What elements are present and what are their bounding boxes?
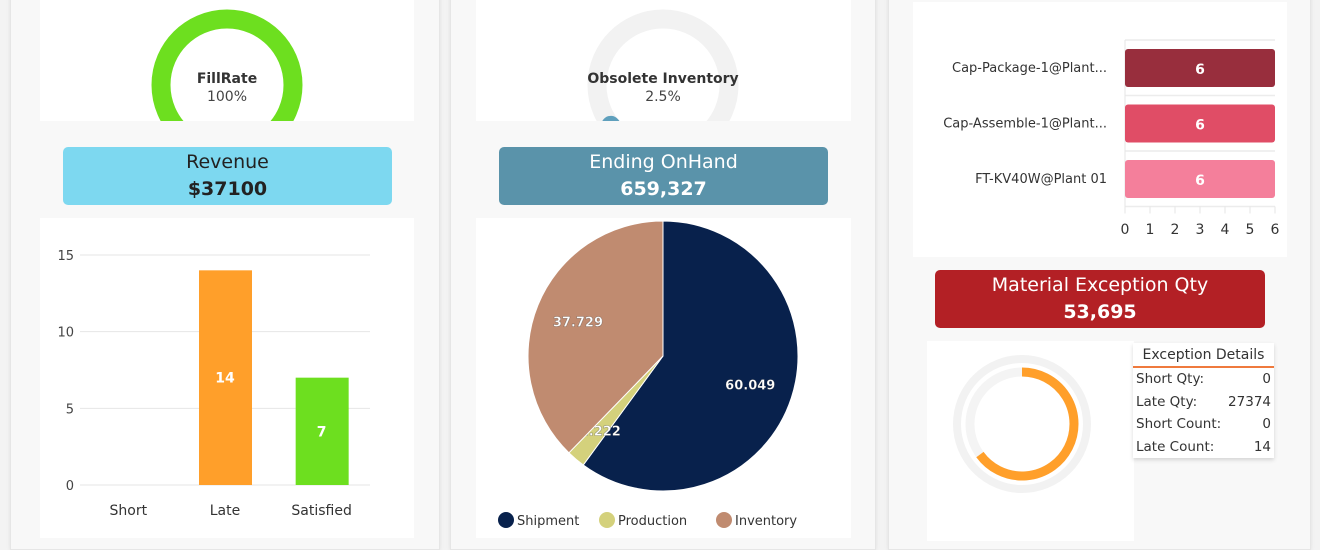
y-tick-label: 0 (66, 479, 74, 494)
x-tick-label: 0 (1121, 222, 1130, 238)
bar (1125, 49, 1275, 87)
y-category-label: Cap-Package-1@Plant... (952, 61, 1107, 76)
legend-marker (599, 512, 615, 528)
exception-ring-track (953, 355, 1091, 493)
x-tick-label: 3 (1196, 222, 1205, 238)
pie-value-label: 37.729 (553, 315, 603, 330)
material-exception-title: Material Exception Qty (991, 274, 1209, 296)
y-category-label: FT-KV40W@Plant 01 (975, 172, 1107, 187)
bar-value-label: 6 (1195, 118, 1205, 134)
y-tick-label: 10 (57, 326, 74, 341)
exception-value: 14 (1253, 438, 1271, 455)
resource-chart-card: 6 Cap-Package-1@Plant... 6 Cap-Assemble-1@P… (913, 2, 1287, 257)
exception-row: Short Qty: 0 (1133, 368, 1274, 391)
x-tick-label: 6 (1271, 222, 1280, 238)
bar (199, 270, 252, 485)
x-tick-label: 4 (1221, 222, 1230, 238)
bar (295, 377, 349, 485)
exception-value: 27374 (1228, 393, 1271, 410)
x-tick-label: Satisfied (291, 503, 351, 519)
exception-ring (953, 355, 1091, 493)
bar (1125, 104, 1275, 143)
exception-label: Late Count: (1136, 438, 1215, 455)
exception-row: Late Count: 14 (1133, 436, 1274, 459)
exception-row: Short Count: 0 (1133, 413, 1274, 436)
exception-label: Short Qty: (1136, 371, 1204, 387)
bar-value-label: 7 (317, 424, 327, 440)
legend-label: Production (618, 514, 687, 529)
legend-marker (498, 512, 514, 528)
bar (1125, 160, 1275, 198)
status-chart-card: 0 5 10 15 Short 14 Late 7 Satisfied (40, 218, 414, 538)
revenue-title: Revenue (186, 151, 269, 173)
x-tick-label: 1 (1146, 222, 1155, 238)
exception-label: Short Count: (1136, 416, 1222, 432)
exception-value: 0 (1262, 416, 1271, 432)
obsolete-label: Obsolete Inventory (587, 71, 738, 87)
exception-details-title: Exception Details (1133, 343, 1274, 368)
bar-value-label: 14 (215, 371, 235, 387)
ending-onhand-title: Ending OnHand (589, 151, 738, 173)
exception-row: Late Qty: 27374 (1133, 391, 1274, 414)
exception-label: Late Qty: (1136, 393, 1198, 410)
y-tick-label: 5 (66, 402, 74, 417)
obsolete-gauge: Obsolete Inventory 2.5% (587, 9, 739, 121)
fillrate-value: 100% (207, 89, 247, 105)
status-bar-chart: 0 5 10 15 Short 14 Late 7 Satisfied (57, 249, 370, 519)
exception-value: 0 (1262, 371, 1271, 387)
y-category-label: Cap-Assemble-1@Plant... (943, 117, 1107, 132)
pie-value-label: 60.049 (725, 379, 775, 394)
fillrate-gauge: FillRate 100% (151, 9, 303, 121)
fillrate-card: FillRate 100% (40, 0, 414, 121)
bar-value-label: 6 (1195, 173, 1205, 189)
bar-value-label: 6 (1195, 62, 1205, 78)
exception-ring-card (927, 341, 1134, 541)
pie-slice (582, 220, 799, 492)
obsolete-track (587, 9, 739, 121)
x-tick-label: 5 (1246, 222, 1255, 238)
legend-marker (716, 512, 732, 528)
ending-onhand-value: 659,327 (620, 178, 707, 200)
x-tick-label: Short (110, 503, 148, 519)
fillrate-arc (151, 9, 303, 121)
resource-bar-chart: 6 Cap-Package-1@Plant... 6 Cap-Assemble-1@P… (943, 39, 1280, 238)
x-tick-label: 2 (1171, 222, 1180, 238)
revenue-value: $37100 (187, 178, 268, 200)
obsolete-card: Obsolete Inventory 2.5% (476, 0, 851, 121)
legend-label: Shipment (517, 514, 579, 529)
legend-label: Inventory (735, 514, 797, 529)
exception-details-panel: Exception Details Short Qty: 0 Late Qty: 2… (1133, 343, 1274, 458)
material-exception-kpi: Material Exception Qty 53,695 (935, 270, 1265, 328)
y-tick-label: 15 (57, 249, 74, 264)
exception-ring-arc (976, 367, 1079, 481)
ending-onhand-kpi: Ending OnHand 659,327 (499, 147, 828, 205)
material-exception-value: 53,695 (1063, 301, 1137, 323)
pie-slice (527, 220, 664, 454)
revenue-kpi: Revenue $37100 (63, 147, 392, 205)
x-tick-label: Late (210, 503, 240, 519)
fillrate-label: FillRate (197, 71, 257, 87)
pie-card: 60.049 2.222 37.729 Shipment Production Inven… (476, 218, 851, 538)
obsolete-value: 2.5% (645, 89, 681, 105)
